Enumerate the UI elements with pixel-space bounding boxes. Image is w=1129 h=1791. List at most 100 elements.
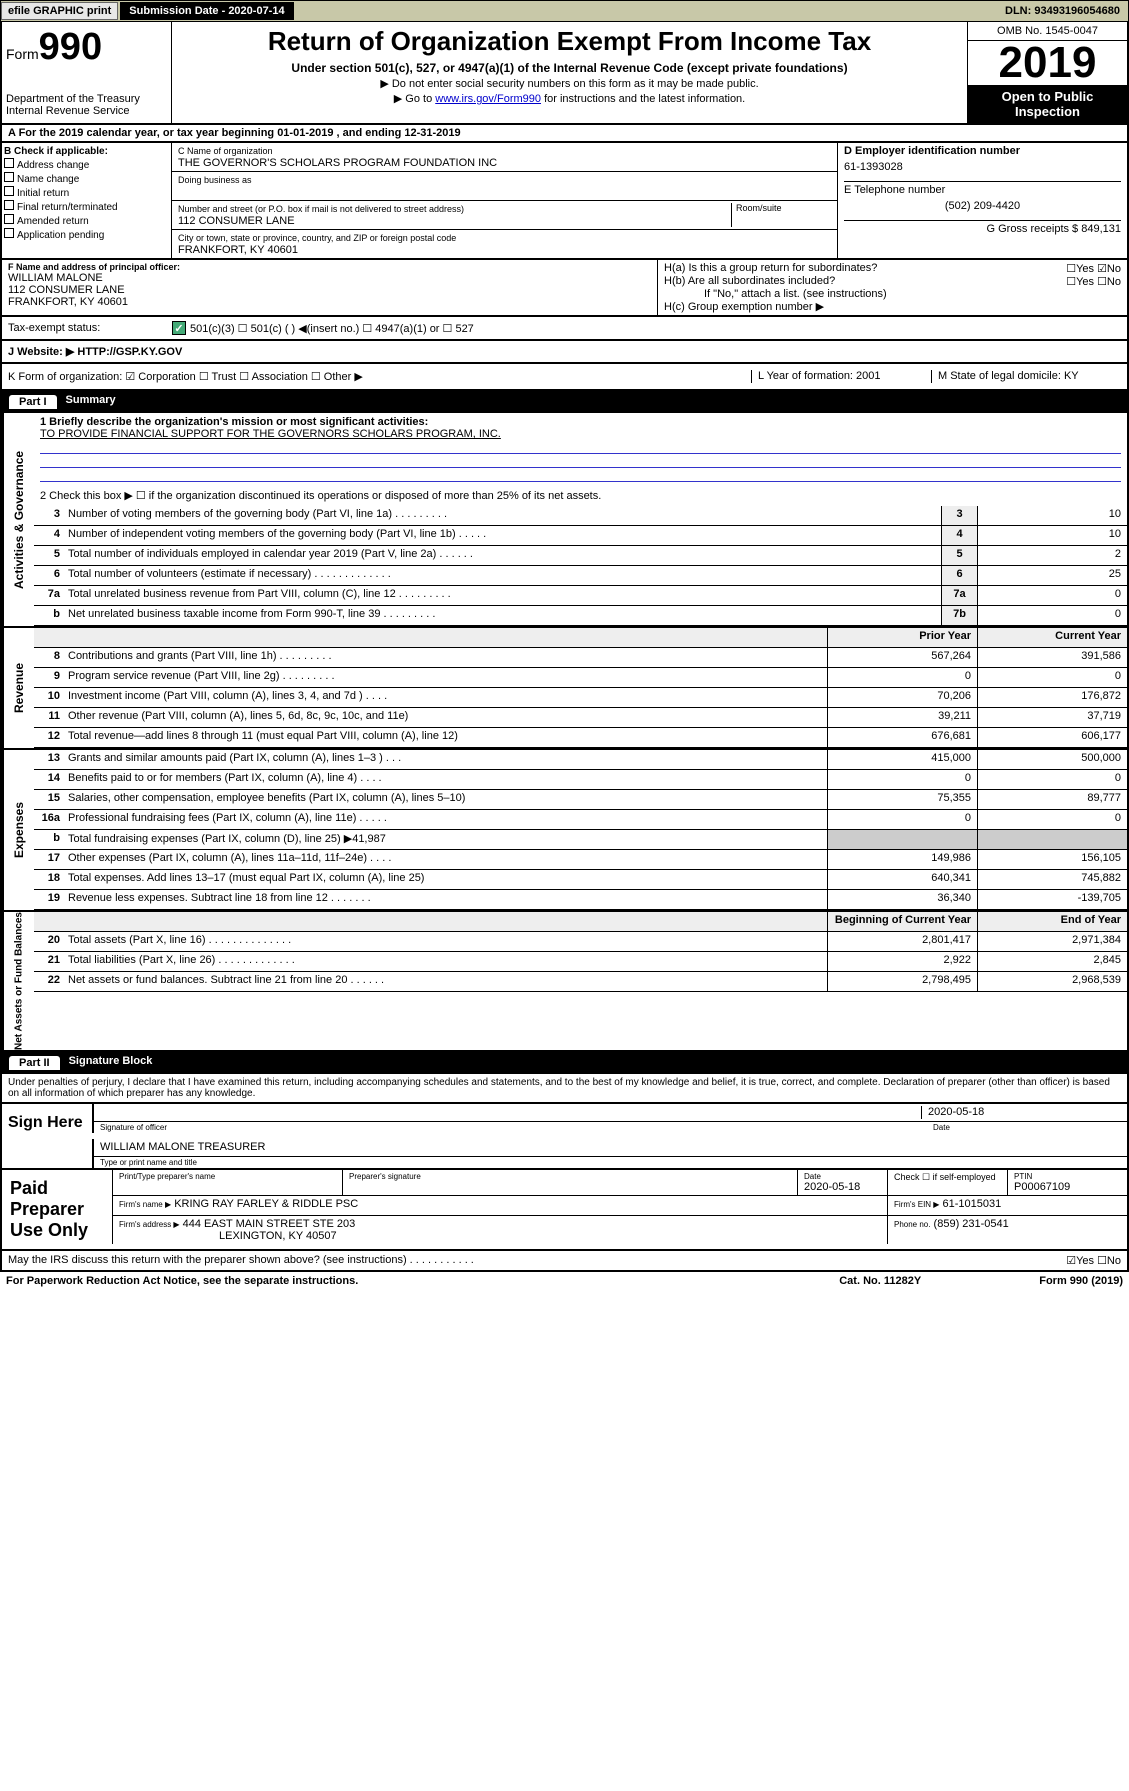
line-current: 606,177	[977, 728, 1127, 747]
line-val: 10	[977, 506, 1127, 525]
line-num: 22	[34, 972, 64, 991]
line-prior: 75,355	[827, 790, 977, 809]
irs-link[interactable]: www.irs.gov/Form990	[435, 93, 541, 105]
line-num: 20	[34, 932, 64, 951]
line-prior	[827, 830, 977, 849]
line-num: 18	[34, 870, 64, 889]
principal-name: WILLIAM MALONE	[8, 272, 651, 284]
firm-phone-label: Phone no.	[894, 1220, 930, 1229]
hc-label: H(c) Group exemption number ▶	[664, 300, 1121, 313]
line-num: 5	[34, 546, 64, 565]
check-501c3: ✓	[172, 321, 186, 335]
line-num: 11	[34, 708, 64, 727]
line-text: Total revenue—add lines 8 through 11 (mu…	[64, 728, 827, 747]
line-text: Total fundraising expenses (Part IX, col…	[64, 830, 827, 849]
line-box: 5	[941, 546, 977, 565]
principal-addr2: FRANKFORT, KY 40601	[8, 296, 651, 308]
side-governance: Activities & Governance	[2, 413, 34, 626]
tax-year-line: A For the 2019 calendar year, or tax yea…	[0, 125, 1129, 143]
date-label: Date	[927, 1122, 1127, 1133]
tax-exempt-opts: 501(c)(3) ☐ 501(c) ( ) ◀(insert no.) ☐ 4…	[190, 322, 474, 335]
line-current: 89,777	[977, 790, 1127, 809]
line-box: 7b	[941, 606, 977, 625]
line-num: 16a	[34, 810, 64, 829]
dln: DLN: 93493196054680	[1005, 5, 1128, 17]
line-prior: 70,206	[827, 688, 977, 707]
line-text: Total assets (Part X, line 16) . . . . .…	[64, 932, 827, 951]
line-prior: 0	[827, 810, 977, 829]
form-subtitle: Under section 501(c), 527, or 4947(a)(1)…	[176, 61, 963, 75]
check-final-return[interactable]: Final return/terminated	[4, 200, 169, 213]
hdr-end: End of Year	[977, 912, 1127, 931]
firm-addr2: LEXINGTON, KY 40507	[119, 1230, 337, 1242]
line-num: b	[34, 830, 64, 849]
form-title: Return of Organization Exempt From Incom…	[176, 26, 963, 57]
discuss-text: May the IRS discuss this return with the…	[8, 1254, 1066, 1267]
line-current: 0	[977, 770, 1127, 789]
sign-here-label: Sign Here	[2, 1104, 92, 1168]
line-current	[977, 830, 1127, 849]
check-initial-return[interactable]: Initial return	[4, 186, 169, 199]
line-current: 500,000	[977, 750, 1127, 769]
submission-date: Submission Date - 2020-07-14	[120, 2, 293, 20]
efile-button[interactable]: efile GRAPHIC print	[1, 2, 118, 20]
line-prior: 149,986	[827, 850, 977, 869]
type-name-label: Type or print name and title	[92, 1157, 1127, 1168]
line-text: Total number of volunteers (estimate if …	[64, 566, 941, 585]
line-current: 2,968,539	[977, 972, 1127, 991]
line-num: 13	[34, 750, 64, 769]
ptin: P00067109	[1014, 1181, 1070, 1193]
hdr-current: Current Year	[977, 628, 1127, 647]
line-val: 25	[977, 566, 1127, 585]
line-prior: 676,681	[827, 728, 977, 747]
line-num: 19	[34, 890, 64, 909]
side-revenue: Revenue	[2, 628, 34, 748]
check-amended[interactable]: Amended return	[4, 214, 169, 227]
line-text: Program service revenue (Part VIII, line…	[64, 668, 827, 687]
public-inspection: Open to Public Inspection	[968, 85, 1127, 123]
check-pending[interactable]: Application pending	[4, 228, 169, 241]
line-text: Salaries, other compensation, employee b…	[64, 790, 827, 809]
line-num: 12	[34, 728, 64, 747]
line-num: b	[34, 606, 64, 625]
line-num: 4	[34, 526, 64, 545]
check-name-change[interactable]: Name change	[4, 172, 169, 185]
line-prior: 640,341	[827, 870, 977, 889]
line-current: 0	[977, 668, 1127, 687]
addr-label: Number and street (or P.O. box if mail i…	[178, 204, 464, 214]
side-expenses: Expenses	[2, 750, 34, 910]
hb-label: H(b) Are all subordinates included?	[664, 275, 1066, 288]
line-prior: 2,798,495	[827, 972, 977, 991]
city-label: City or town, state or province, country…	[178, 233, 456, 243]
form-footer: Form 990 (2019)	[1039, 1275, 1123, 1287]
line-text: Net assets or fund balances. Subtract li…	[64, 972, 827, 991]
check-address-change[interactable]: Address change	[4, 158, 169, 171]
line-text: Net unrelated business taxable income fr…	[64, 606, 941, 625]
hdr-begin: Beginning of Current Year	[827, 912, 977, 931]
line-num: 14	[34, 770, 64, 789]
line-num: 17	[34, 850, 64, 869]
line-val: 2	[977, 546, 1127, 565]
prep-name-label: Print/Type preparer's name	[119, 1172, 336, 1181]
line-num: 9	[34, 668, 64, 687]
line-current: 37,719	[977, 708, 1127, 727]
prep-sig-label: Preparer's signature	[349, 1172, 791, 1181]
phone: (502) 209-4420	[844, 196, 1121, 216]
line-prior: 39,211	[827, 708, 977, 727]
department: Department of the Treasury Internal Reve…	[6, 93, 167, 117]
firm-addr-label: Firm's address ▶	[119, 1220, 180, 1229]
dba-label: Doing business as	[178, 175, 252, 185]
officer-name: WILLIAM MALONE TREASURER	[100, 1141, 265, 1154]
ha-answer: ☐Yes ☑No	[1066, 262, 1121, 275]
check-self-emp: Check ☐ if self-employed	[887, 1170, 1007, 1195]
line-current: 0	[977, 810, 1127, 829]
line-num: 10	[34, 688, 64, 707]
tax-exempt-label: Tax-exempt status:	[8, 322, 168, 334]
line-text: Total liabilities (Part X, line 26) . . …	[64, 952, 827, 971]
address: 112 CONSUMER LANE	[178, 215, 295, 227]
line-text: Total number of individuals employed in …	[64, 546, 941, 565]
phone-label: E Telephone number	[844, 184, 1121, 196]
firm-addr1: 444 EAST MAIN STREET STE 203	[183, 1218, 356, 1230]
hb-answer: ☐Yes ☐No	[1066, 275, 1121, 288]
ein: 61-1393028	[844, 157, 1121, 177]
